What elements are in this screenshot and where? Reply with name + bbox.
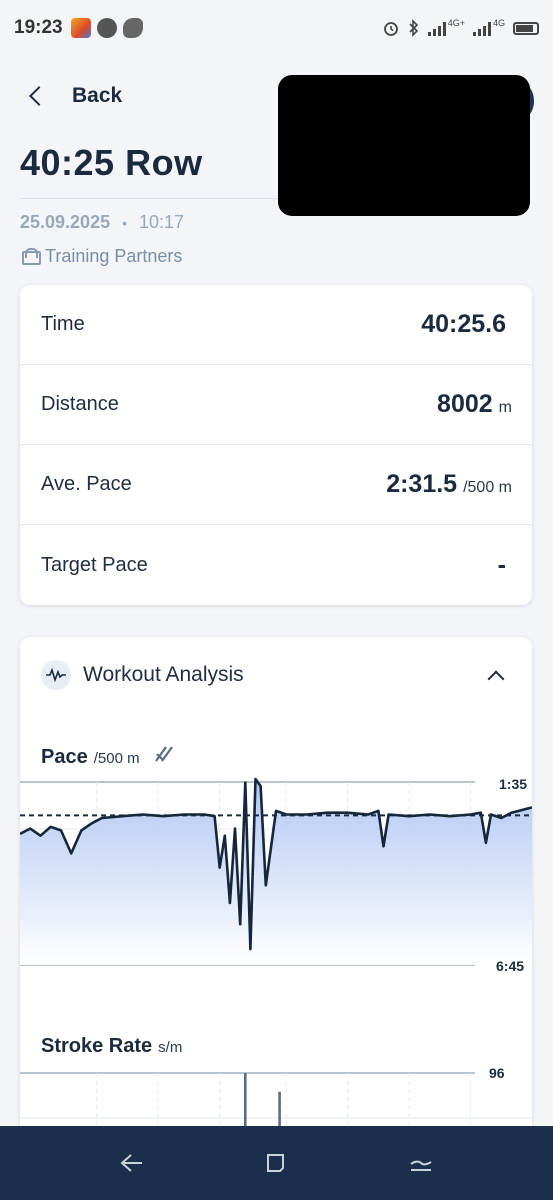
stats-card: Time 40:25.6 Distance 8002 m Ave. Pace 2:… (20, 285, 532, 605)
stroke-rate-chart-title: Stroke Rate (41, 1035, 153, 1057)
stat-row-distance: Distance 8002 m (20, 365, 532, 445)
stat-value-number: 8002 (437, 390, 493, 418)
redacted-region (278, 75, 530, 216)
pace-area (20, 779, 532, 965)
stat-unit: /500 m (463, 479, 512, 496)
stat-unit: m (498, 399, 512, 416)
pace-tick-top: 1:35 (499, 777, 527, 792)
bird-icon (122, 18, 143, 38)
workout-date: 25.09.2025 (20, 212, 111, 232)
stat-label: Ave. Pace (41, 473, 132, 495)
visibility-label: Training Partners (45, 246, 183, 266)
recents-icon (410, 1160, 432, 1171)
system-nav-bar (0, 1126, 553, 1200)
stat-value: - (498, 551, 506, 580)
stat-label: Time (41, 313, 85, 335)
status-time: 19:23 (14, 17, 63, 38)
home-square-icon (267, 1154, 285, 1172)
pace-chart: 1:35 6:45 (20, 777, 532, 974)
back-label: Back (72, 84, 123, 107)
stat-row-target-pace: Target Pace - (20, 525, 532, 605)
app-icon (70, 18, 91, 38)
chevron-up-icon[interactable] (487, 670, 505, 688)
stat-value: 8002 m (437, 390, 512, 419)
status-bar: 19:23 4G+ 4G (0, 0, 553, 56)
pace-chart-title: Pace (41, 746, 88, 768)
stroke-rate-chart-unit: s/m (158, 1039, 183, 1056)
stroke-tick-top: 96 (489, 1065, 505, 1081)
stat-value-number: - (497, 550, 506, 579)
network-type-1: 4G+ (447, 18, 465, 28)
stat-label: Target Pace (41, 553, 148, 576)
lock-icon (22, 248, 41, 265)
stat-value: 2:31.5/500 m (386, 470, 512, 499)
app-icon (96, 18, 117, 38)
divider (20, 198, 278, 199)
meta-separator: • (122, 214, 127, 231)
back-button[interactable]: Back (20, 84, 122, 108)
pace-series-line (20, 777, 532, 951)
stat-value-number: 40:25.6 (421, 310, 506, 338)
waveform-icon (41, 660, 71, 690)
signal-icon (427, 20, 446, 36)
workout-time: 10:17 (139, 212, 185, 232)
workout-analysis-card: Workout Analysis Pace /500 m 1:35 6:45 S… (20, 637, 532, 1197)
stat-row-ave-pace: Ave. Pace 2:31.5/500 m (20, 445, 532, 525)
network-type-2: 4G (492, 18, 505, 28)
workout-analysis-title: Workout Analysis (83, 663, 244, 686)
stat-value-number: 2:31.5 (386, 470, 458, 498)
signal-icon (472, 20, 491, 36)
nav-recents-button[interactable] (401, 1143, 441, 1183)
page-title: 40:25 Row (20, 142, 203, 183)
pace-chart-unit: /500 m (93, 750, 140, 767)
status-indicators: 4G+ 4G (382, 18, 539, 37)
arrow-left-icon (120, 1154, 143, 1172)
stat-label: Distance (41, 393, 119, 415)
alarm-icon (383, 22, 398, 36)
chart-toggle-icon[interactable] (154, 745, 176, 763)
workout-analysis-header[interactable]: Workout Analysis (20, 637, 532, 713)
nav-back-button[interactable] (112, 1143, 152, 1183)
nav-home-button[interactable] (256, 1143, 296, 1183)
visibility-setting[interactable]: Training Partners (22, 246, 182, 267)
stat-row-time: Time 40:25.6 (20, 285, 532, 365)
workout-meta: 25.09.2025 • 10:17 (20, 212, 184, 233)
pace-chart-label: Pace /500 m (41, 745, 176, 769)
status-app-icons (70, 18, 143, 38)
stroke-rate-chart-label: Stroke Rate s/m (41, 1035, 182, 1058)
battery-icon (513, 21, 539, 35)
stat-value: 40:25.6 (421, 310, 506, 339)
pace-tick-bottom: 6:45 (496, 958, 524, 974)
bluetooth-icon (409, 19, 418, 37)
chevron-left-icon (29, 86, 49, 106)
